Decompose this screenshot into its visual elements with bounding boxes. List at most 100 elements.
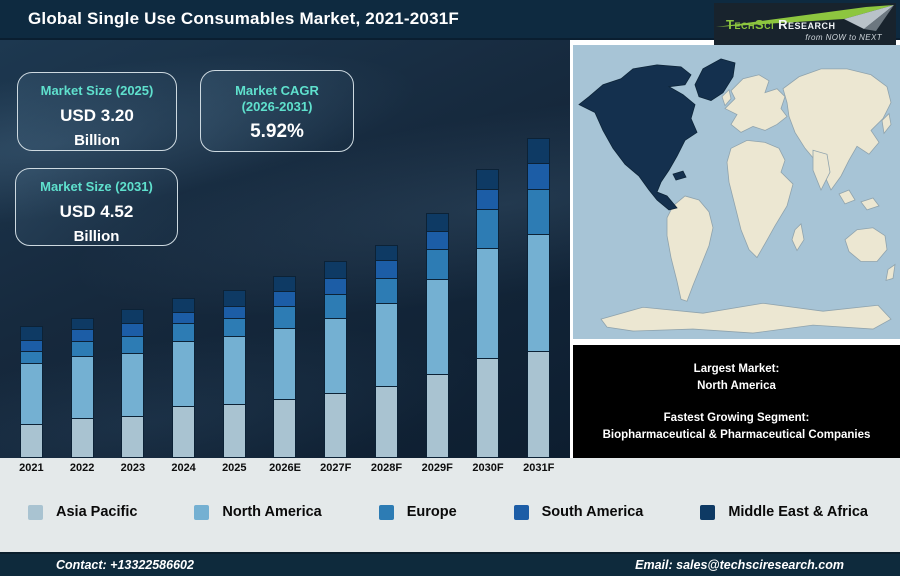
bar-2030f [476, 169, 500, 458]
world-map [573, 45, 900, 339]
bar-segment-north-america [374, 303, 398, 386]
bar-segment-south-america [70, 329, 94, 341]
legend-label-middle-east-africa: Middle East & Africa [728, 504, 868, 520]
year-label-2030f: 2030F [472, 462, 504, 474]
legend-swatch-middle-east-africa [700, 504, 716, 520]
year-label-2024: 2024 [171, 462, 196, 474]
bar-segment-north-america [172, 341, 196, 406]
bar-2028f [374, 245, 398, 458]
bar-segment-south-america [19, 340, 43, 351]
bar-segment-south-america [476, 189, 500, 209]
bar-segment-middle-east-africa [425, 213, 449, 231]
year-label-2025: 2025 [222, 462, 247, 474]
bar-2029f [425, 213, 449, 458]
legend-label-europe: Europe [406, 504, 457, 520]
bar-segment-europe [121, 336, 145, 353]
bar-segment-south-america [324, 278, 348, 294]
bar-2021 [19, 326, 43, 458]
bar-segment-north-america [324, 318, 348, 393]
legend-item-middle-east-africa: Middle East & Africa [700, 504, 868, 520]
map-land [600, 68, 896, 334]
legend-item-south-america: South America [513, 504, 644, 520]
stat-value: USD 4.52 [59, 202, 134, 222]
legend-swatch-asia-pacific [28, 504, 43, 520]
chart-legend: Asia Pacific North America Europe South Ame… [0, 504, 900, 520]
bar-segment-asia-pacific [324, 393, 348, 458]
bar-segment-europe [222, 318, 246, 336]
bar-segment-north-america [476, 248, 500, 358]
year-label-2029f: 2029F [421, 462, 453, 474]
right-column: Largest Market: North America Fastest Gr… [570, 40, 900, 458]
bar-segment-asia-pacific [121, 416, 145, 458]
year-label-2026e: 2026E [269, 462, 301, 474]
main-area: Market Size (2025) USD 3.20 Billion Mark… [0, 40, 900, 458]
stat-label: Market Size (2025) [40, 83, 154, 98]
legend-label-asia-pacific: Asia Pacific [56, 504, 138, 520]
legend-label-south-america: South America [541, 504, 644, 520]
bar-segment-europe [374, 278, 398, 303]
bar-segment-asia-pacific [374, 386, 398, 458]
year-label-2022: 2022 [69, 462, 95, 474]
year-label-2027f: 2027F [320, 462, 352, 474]
bar-segment-middle-east-africa [172, 298, 196, 312]
bar-segment-asia-pacific [273, 399, 297, 458]
stat-box-market-size-2031: Market Size (2031) USD 4.52 Billion [15, 168, 178, 246]
stat-box-market-size-2025: Market Size (2025) USD 3.20 Billion [17, 72, 177, 151]
footer: Contact: +13322586602 Email: sales@techs… [0, 552, 900, 576]
legend-item-europe: Europe [378, 504, 457, 520]
year-label-2028f: 2028F [370, 462, 403, 474]
bar-segment-south-america [222, 306, 246, 318]
stat-unit: Billion [74, 132, 120, 150]
bar-2031f [527, 138, 551, 458]
logo-arrow-icon [716, 5, 894, 31]
page-title: Global Single Use Consumables Market, 20… [28, 9, 459, 28]
bar-segment-asia-pacific [19, 424, 43, 458]
bar-segment-north-america [425, 279, 449, 374]
logo-wordmark: TechSci Research [726, 17, 836, 32]
map-north-america-highlight [578, 58, 736, 211]
bar-segment-asia-pacific [527, 351, 551, 458]
logo-brand-primary: TechSci [726, 17, 775, 32]
bar-segment-north-america [273, 328, 297, 399]
legend-label-north-america: North America [222, 504, 322, 520]
largest-market-label: Largest Market: [693, 363, 780, 375]
bar-2023 [121, 309, 145, 458]
stat-unit: Billion [73, 228, 120, 246]
chart-footer-strip: 2021 2022 2023 2024 2025 2026E 2027F 2028F 2029F… [0, 458, 900, 552]
year-label-2031f: 2031F [523, 462, 555, 474]
info-box: Largest Market: North America Fastest Gr… [573, 345, 900, 458]
bar-segment-north-america [222, 336, 246, 404]
logo-tagline: from NOW to NEXT [805, 33, 882, 42]
bar-segment-europe [172, 323, 196, 341]
world-map-svg [573, 45, 900, 339]
bar-segment-europe [324, 294, 348, 318]
bar-segment-south-america [172, 312, 196, 323]
bar-segment-south-america [273, 291, 297, 306]
year-label-2023: 2023 [120, 462, 146, 474]
bar-segment-europe [425, 249, 449, 279]
footer-contact: Contact: +13322586602 [56, 558, 194, 572]
bar-2026e [273, 276, 297, 458]
fastest-segment-label: Fastest Growing Segment: [663, 412, 810, 425]
legend-item-north-america: North America [194, 504, 322, 520]
bar-segment-asia-pacific [70, 418, 94, 458]
bar-segment-north-america [19, 363, 43, 424]
bar-segment-south-america [374, 260, 398, 278]
bar-segment-middle-east-africa [527, 138, 551, 163]
stat-value: 5.92% [250, 120, 304, 142]
bar-2025 [222, 290, 246, 458]
bar-segment-middle-east-africa [273, 276, 297, 291]
bar-segment-middle-east-africa [121, 309, 145, 323]
bar-segment-middle-east-africa [70, 318, 94, 329]
bar-segment-north-america [121, 353, 145, 416]
bar-segment-middle-east-africa [19, 326, 43, 340]
legend-item-asia-pacific: Asia Pacific [28, 504, 137, 520]
bar-2024 [172, 298, 196, 458]
legend-swatch-north-america [194, 504, 210, 520]
bar-segment-south-america [527, 163, 551, 189]
bar-segment-asia-pacific [425, 374, 449, 458]
bar-2022 [70, 318, 94, 458]
bar-segment-europe [70, 341, 94, 356]
legend-swatch-south-america [513, 504, 529, 520]
